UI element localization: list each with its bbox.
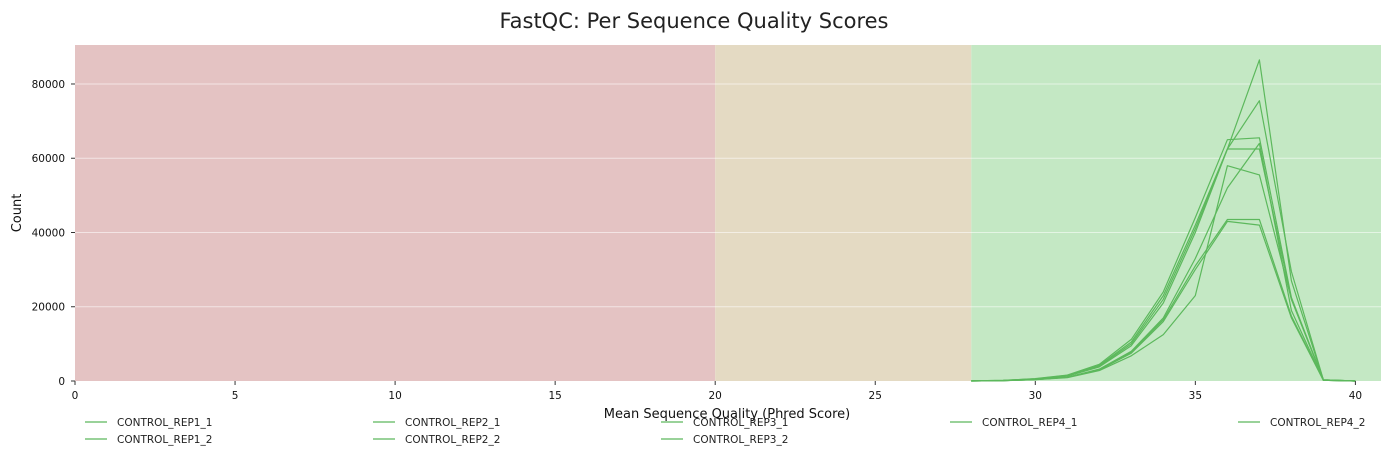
legend-item-control-rep3-2[interactable]: CONTROL_REP3_2 — [661, 434, 788, 446]
x-tick-label-4: 20 — [709, 390, 722, 402]
x-tick-label-0: 0 — [72, 390, 79, 402]
y-tick-label-2: 40000 — [32, 227, 65, 239]
legend-item-control-rep1-1[interactable]: CONTROL_REP1_1 — [85, 417, 212, 429]
x-axis-label: Mean Sequence Quality (Phred Score) — [604, 407, 850, 422]
legend: CONTROL_REP1_1 CONTROL_REP1_2 CONTROL_REP2… — [85, 417, 1365, 446]
y-axis-ticks: 0 20000 40000 60000 80000 — [32, 79, 75, 388]
y-tick-label-3: 60000 — [32, 153, 65, 165]
quality-band-0 — [75, 45, 716, 381]
legend-label: CONTROL_REP3_1 — [693, 417, 788, 429]
legend-label: CONTROL_REP4_2 — [1270, 417, 1365, 429]
x-tick-label-3: 15 — [548, 390, 561, 402]
legend-item-control-rep4-1[interactable]: CONTROL_REP4_1 — [950, 417, 1077, 429]
quality-band-1 — [715, 45, 972, 381]
x-axis-ticks: 0 5 10 15 20 25 30 35 40 — [72, 381, 1362, 402]
y-tick-label-0: 0 — [58, 376, 65, 388]
quality-bands — [75, 45, 1381, 381]
legend-label: CONTROL_REP4_1 — [982, 417, 1077, 429]
legend-item-control-rep4-2[interactable]: CONTROL_REP4_2 — [1238, 417, 1365, 429]
y-axis-label: Count — [10, 194, 25, 233]
x-tick-label-1: 5 — [232, 390, 239, 402]
x-tick-label-8: 40 — [1349, 390, 1362, 402]
series-line-control-rep4-2 — [971, 142, 1356, 382]
legend-label: CONTROL_REP2_2 — [405, 434, 500, 446]
x-tick-label-2: 10 — [388, 390, 401, 402]
gridlines — [75, 83, 1381, 308]
series-lines — [971, 59, 1356, 382]
legend-label: CONTROL_REP3_2 — [693, 434, 788, 446]
x-tick-label-6: 30 — [1029, 390, 1042, 402]
chart-title: FastQC: Per Sequence Quality Scores — [499, 9, 888, 33]
legend-label: CONTROL_REP1_2 — [117, 434, 212, 446]
x-tick-label-5: 25 — [869, 390, 882, 402]
legend-item-control-rep2-2[interactable]: CONTROL_REP2_2 — [373, 434, 500, 446]
legend-item-control-rep2-1[interactable]: CONTROL_REP2_1 — [373, 417, 500, 429]
legend-label: CONTROL_REP1_1 — [117, 417, 212, 429]
y-tick-label-4: 80000 — [32, 79, 65, 91]
legend-item-control-rep1-2[interactable]: CONTROL_REP1_2 — [85, 434, 212, 446]
legend-item-control-rep3-1[interactable]: CONTROL_REP3_1 — [661, 417, 788, 429]
y-tick-label-1: 20000 — [32, 302, 65, 314]
x-tick-label-7: 35 — [1189, 390, 1202, 402]
legend-label: CONTROL_REP2_1 — [405, 417, 500, 429]
quality-band-2 — [971, 45, 1381, 381]
